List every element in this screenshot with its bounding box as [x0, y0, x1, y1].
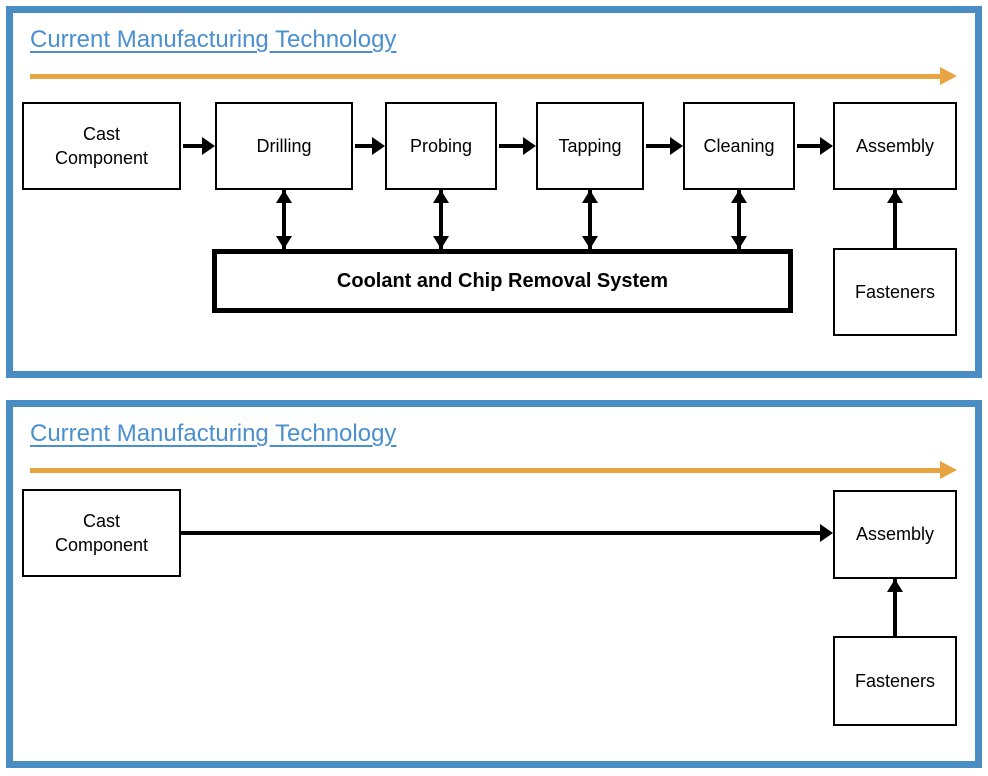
box-fasteners: Fasteners — [833, 636, 957, 726]
double-arrow-cleaning-coolant-icon — [731, 190, 747, 249]
timeline-arrow-icon — [30, 461, 957, 479]
box-cast-component: Cast Component — [22, 489, 181, 577]
box-drilling: Drilling — [215, 102, 353, 190]
box-assembly: Assembly — [833, 102, 957, 190]
double-arrow-probing-coolant-icon — [433, 190, 449, 249]
box-label: Cast Component — [54, 510, 149, 555]
flow-arrow-cast-drilling-icon — [183, 137, 215, 155]
timeline-arrow-icon — [30, 67, 957, 85]
double-arrow-tapping-coolant-icon — [582, 190, 598, 249]
box-label: Cleaning — [703, 135, 775, 156]
box-label: Fasteners — [854, 281, 936, 302]
arrow-fasteners-assembly-icon — [887, 579, 903, 636]
box-tapping: Tapping — [536, 102, 644, 190]
box-fasteners: Fasteners — [833, 248, 957, 336]
flow-arrow-drilling-probing-icon — [355, 137, 385, 155]
panel-title: Current Manufacturing Technology — [30, 26, 397, 53]
box-label: Fasteners — [854, 670, 936, 691]
panel-title: Current Manufacturing Technology — [30, 420, 397, 447]
box-coolant-chip-removal: Coolant and Chip Removal System — [212, 249, 793, 313]
panel-simplified-process: Current Manufacturing Technology Cast Co… — [6, 400, 982, 768]
box-cleaning: Cleaning — [683, 102, 795, 190]
box-assembly: Assembly — [833, 490, 957, 579]
arrow-fasteners-assembly-icon — [887, 190, 903, 248]
double-arrow-drilling-coolant-icon — [276, 190, 292, 249]
box-label: Tapping — [558, 135, 622, 156]
flow-arrow-probing-tapping-icon — [499, 137, 536, 155]
flow-arrow-tapping-cleaning-icon — [646, 137, 683, 155]
box-probing: Probing — [385, 102, 497, 190]
box-label: Assembly — [855, 135, 935, 156]
panel-detailed-process: Current Manufacturing Technology Cast Co… — [6, 6, 982, 378]
flow-arrow-cast-assembly-icon — [181, 524, 833, 542]
flow-arrow-cleaning-assembly-icon — [797, 137, 833, 155]
box-label: Drilling — [256, 135, 312, 156]
box-label: Assembly — [855, 524, 935, 544]
box-cast-component: Cast Component — [22, 102, 181, 190]
box-label: Probing — [409, 135, 473, 156]
box-label: Coolant and Chip Removal System — [336, 269, 669, 292]
box-label: Cast Component — [54, 123, 149, 168]
